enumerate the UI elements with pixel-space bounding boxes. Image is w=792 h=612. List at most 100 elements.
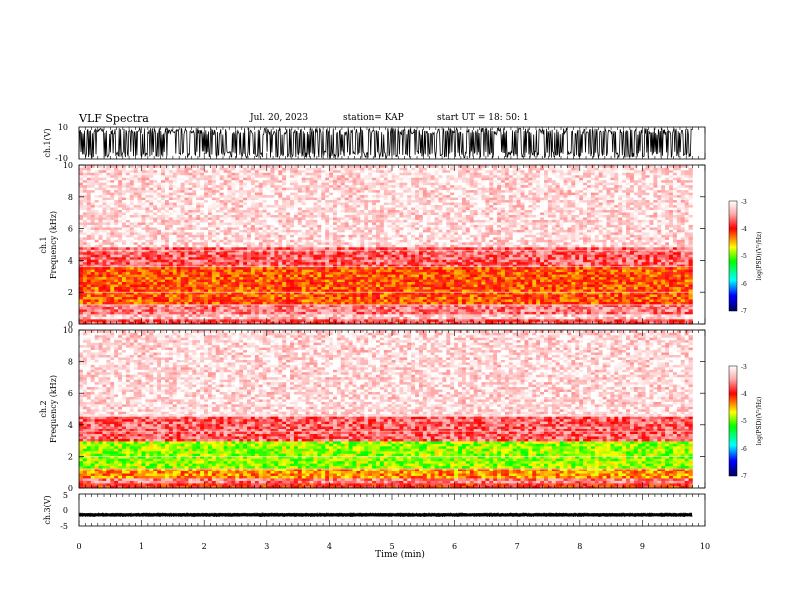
spectrogram-cell xyxy=(176,251,181,255)
spectrogram-cell xyxy=(383,304,388,307)
spectrogram-cell xyxy=(145,261,150,265)
spectrogram-cell xyxy=(458,254,463,258)
spectrogram-cell xyxy=(516,256,521,260)
spectrogram-cell xyxy=(540,286,545,290)
spectrogram-cell xyxy=(149,294,154,297)
spectrogram-cell xyxy=(114,261,119,265)
spectrogram-cell xyxy=(493,314,498,317)
spectrogram-cell xyxy=(626,286,631,290)
spectrogram-cell xyxy=(164,309,170,312)
spectrogram-cell xyxy=(555,309,560,312)
spectrogram-cell xyxy=(372,304,377,307)
spectrogram-cell xyxy=(508,304,514,307)
spectrogram-cell xyxy=(309,316,314,320)
spectrogram-cell xyxy=(391,269,396,273)
spectrogram-cell xyxy=(325,319,330,322)
spectrogram-cell xyxy=(90,289,95,292)
spectrogram-cell xyxy=(90,321,95,325)
spectrogram-cell xyxy=(665,269,670,273)
spectrogram-cell xyxy=(114,299,119,302)
spectrogram-cell xyxy=(637,266,642,270)
spectrogram-cell xyxy=(567,301,572,305)
spectrogram-cell xyxy=(180,259,185,263)
spectrogram-cell xyxy=(418,319,424,322)
spectrogram-cell xyxy=(571,316,576,320)
spectrogram-cell xyxy=(614,281,619,285)
spectrogram-cell xyxy=(485,271,490,275)
spectrogram-cell xyxy=(543,284,549,288)
spectrogram-cell xyxy=(168,276,174,280)
spectrogram-cell xyxy=(590,276,596,280)
spectrogram-cell xyxy=(614,279,619,283)
spectrogram-cell xyxy=(164,296,170,300)
spectrogram-cell xyxy=(121,321,127,325)
spectrogram-cell xyxy=(196,311,201,315)
spectrogram-cell xyxy=(602,256,607,260)
spectrogram-cell xyxy=(688,314,693,317)
spectrogram-cell xyxy=(329,259,334,263)
spectrogram-cell xyxy=(219,314,224,317)
spectrogram-cell xyxy=(637,314,642,317)
spectrogram-cell xyxy=(200,304,205,307)
spectrogram-cell xyxy=(477,289,482,292)
spectrogram-cell xyxy=(399,304,404,307)
spectrogram-cell xyxy=(516,301,521,305)
spectrogram-cell xyxy=(645,274,650,278)
spectrogram-cell xyxy=(293,279,299,283)
spectrogram-cell xyxy=(497,304,502,307)
spectrogram-cell xyxy=(504,296,510,300)
spectrogram-cell xyxy=(301,279,306,283)
spectrogram-cell xyxy=(157,316,162,320)
spectrogram-cell xyxy=(348,294,353,297)
spectrogram-cell xyxy=(383,266,388,270)
spectrogram-cell xyxy=(626,279,631,283)
spectrogram-cell xyxy=(434,269,439,273)
spectrogram-cell xyxy=(149,276,154,280)
spectrogram-cell xyxy=(293,246,299,250)
spectrogram-cell xyxy=(508,254,514,258)
spectrogram-cell xyxy=(309,271,314,275)
spectrogram-cell xyxy=(121,296,127,300)
spectrogram-cell xyxy=(223,304,228,307)
spectrogram-cell xyxy=(450,284,455,288)
spectrogram-cell xyxy=(450,276,455,280)
spectrogram-cell xyxy=(411,306,416,310)
spectrogram-cell xyxy=(645,301,650,305)
spectrogram-cell xyxy=(356,304,361,307)
spectrogram-cell xyxy=(536,271,541,275)
spectrogram-cell xyxy=(133,314,138,317)
spectrogram-cell xyxy=(86,316,92,320)
spectrogram-cell xyxy=(223,269,228,273)
spectrogram-cell xyxy=(680,294,685,297)
spectrogram-cell xyxy=(352,269,357,273)
spectrogram-cell xyxy=(227,259,232,263)
spectrogram-cell xyxy=(325,309,330,312)
spectrogram-cell xyxy=(543,279,549,283)
spectrogram-cell xyxy=(90,316,95,320)
spectrogram-cell xyxy=(586,304,592,307)
spectrogram-cell xyxy=(653,251,658,255)
spectrogram-cell xyxy=(297,256,303,260)
spectrogram-cell xyxy=(270,289,275,292)
spectrogram-cell xyxy=(313,299,318,302)
spectrogram-cell xyxy=(90,274,95,278)
spectrogram-cell xyxy=(364,284,369,288)
spectrogram-cell xyxy=(188,261,193,265)
spectrogram-cell xyxy=(501,286,506,290)
spectrogram-cell xyxy=(137,269,142,273)
spectrogram-cell xyxy=(239,314,244,317)
spectrogram-cell xyxy=(575,309,580,312)
spectrogram-cell xyxy=(110,294,115,297)
spectrogram-cell xyxy=(418,299,424,302)
spectrogram-cell xyxy=(172,256,177,260)
spectrogram-cell xyxy=(141,254,146,258)
spectrogram-cell xyxy=(399,299,404,302)
spectrogram-cell xyxy=(442,281,447,285)
spectrogram-cell xyxy=(610,284,615,288)
spectrogram-cell xyxy=(141,321,146,325)
spectrogram-cell xyxy=(626,296,631,300)
spectrogram-cell xyxy=(676,269,682,273)
spectrogram-cell xyxy=(153,251,158,255)
spectrogram-cell xyxy=(461,269,467,273)
